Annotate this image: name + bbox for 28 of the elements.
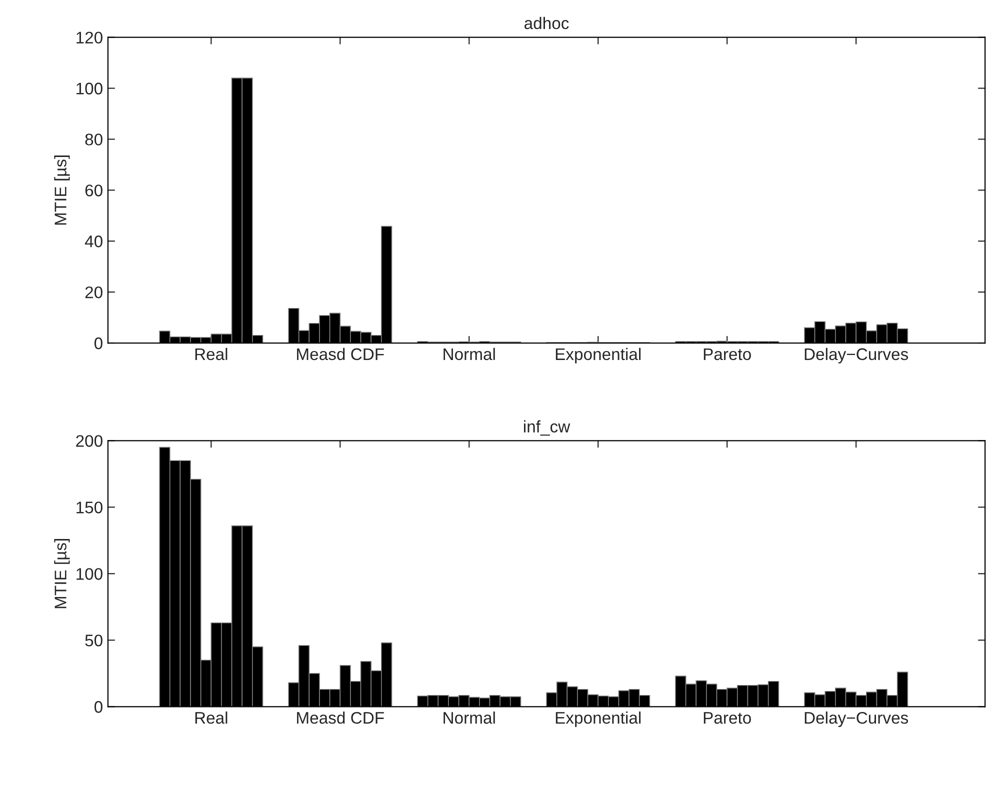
x-tick-label: Measd CDF (297, 712, 384, 724)
x-tick-label: Real (195, 712, 228, 724)
y-tick-label: 50 (85, 634, 102, 646)
y-axis-title: MTIE [µs] (54, 156, 70, 225)
x-tick-label: Exponential (556, 712, 641, 728)
y-tick-label: 0 (94, 337, 102, 350)
y-axis-title: MTIE [µs] (54, 539, 70, 608)
x-tick-label: Real (195, 348, 228, 360)
x-tick-label: Delay−Curves (804, 712, 908, 728)
y-tick-label: 20 (85, 286, 102, 298)
y-tick-label: 0 (94, 701, 102, 713)
y-tick-label: 120 (76, 32, 102, 44)
y-tick-label: 100 (76, 82, 102, 94)
x-tick-label: Pareto (704, 348, 751, 360)
y-tick-label: 150 (76, 502, 102, 514)
y-tick-label: 60 (85, 184, 102, 196)
y-tick-label: 80 (85, 134, 102, 146)
x-tick-label: Delay−Curves (804, 348, 908, 364)
x-tick-label: Normal (444, 348, 495, 360)
y-tick-label: 40 (84, 236, 102, 248)
x-tick-label: Exponential (556, 348, 641, 364)
y-tick-label: 100 (76, 568, 102, 580)
x-tick-label: Normal (444, 712, 495, 724)
chart-title: inf_cw (524, 420, 570, 436)
y-tick-label: 200 (76, 435, 102, 447)
chart-title: adhoc (524, 16, 569, 30)
x-tick-label: Measd CDF (297, 348, 384, 360)
x-tick-label: Pareto (704, 712, 751, 724)
